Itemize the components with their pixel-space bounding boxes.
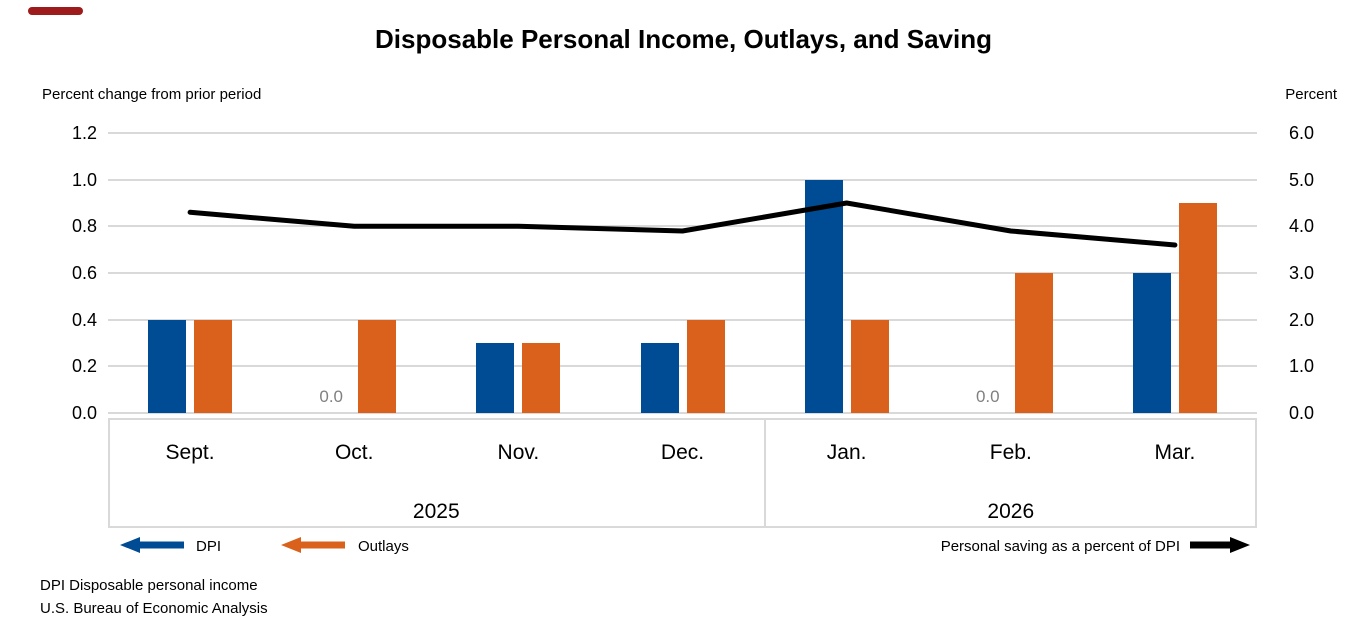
outlays-bar [194, 319, 233, 413]
gridline [108, 272, 1257, 274]
left-axis-tick-label: 0.4 [71, 309, 97, 330]
outlays-arrow-icon [281, 537, 345, 553]
left-axis-unit-label: Percent change from prior period [42, 86, 262, 103]
left-axis-tick-label: 0.0 [71, 403, 97, 423]
left-axis-tick-label: 1.2 [71, 123, 97, 143]
gridline [108, 178, 1257, 181]
month-label: Dec. [660, 441, 705, 464]
month-label: Mar. [1154, 441, 1196, 464]
year-label: 2025 [412, 500, 460, 523]
right-axis-tick-label: 6.0 [1289, 123, 1315, 143]
gridline [108, 365, 1257, 368]
gridline [108, 318, 1257, 321]
category-axis-box [108, 418, 1257, 528]
dpi-bar [640, 343, 679, 413]
outlays-bar [522, 343, 561, 413]
outlays-bar [1014, 273, 1053, 413]
zero-value-label: 0.0 [319, 387, 344, 406]
left-axis-tick-label: 0.8 [71, 216, 97, 237]
chart-title: Disposable Personal Income, Outlays, and… [375, 24, 992, 54]
accent-dash [28, 7, 83, 15]
right-axis-tick-label: 4.0 [1289, 216, 1315, 237]
right-axis-unit-label: Percent [1285, 86, 1337, 103]
footnote-dpi-definition: DPI Disposable personal income [40, 577, 258, 594]
month-label: Sept. [165, 441, 215, 464]
gridline [108, 412, 1257, 414]
right-axis-tick-label: 2.0 [1289, 309, 1315, 330]
right-axis-tick-label: 3.0 [1289, 263, 1315, 283]
right-axis-tick-label: 0.0 [1289, 403, 1315, 423]
dpi-bar [804, 179, 843, 413]
legend-dpi-label: DPI [196, 538, 222, 555]
dpi-arrow-icon [120, 537, 184, 553]
month-label: Oct. [334, 441, 374, 464]
zero-value-label: 0.0 [975, 387, 1000, 406]
dpi-bar [476, 343, 515, 413]
year-divider-line [763, 418, 766, 528]
saving-line-arrow-icon [1190, 537, 1250, 553]
left-axis-tick-label: 1.0 [71, 169, 97, 190]
dpi-bar [1132, 273, 1171, 413]
outlays-bar [850, 319, 889, 413]
right-axis-tick-label: 1.0 [1289, 356, 1315, 377]
outlays-bar [1178, 203, 1217, 413]
gridline [108, 132, 1257, 134]
legend-saving-line-label: Personal saving as a percent of DPI [940, 538, 1180, 555]
month-label: Nov. [497, 441, 540, 464]
legend-outlays-label: Outlays [358, 538, 409, 555]
footnote-source: U.S. Bureau of Economic Analysis [40, 600, 268, 617]
month-label: Jan. [826, 441, 867, 464]
month-label: Feb. [989, 441, 1032, 464]
outlays-bar [358, 319, 397, 413]
year-label: 2026 [987, 500, 1035, 523]
right-axis-tick-label: 5.0 [1289, 169, 1315, 190]
outlays-bar [686, 319, 725, 413]
left-axis-tick-label: 0.6 [71, 263, 97, 283]
left-axis-tick-label: 0.2 [71, 356, 97, 377]
dpi-bar [148, 319, 187, 413]
